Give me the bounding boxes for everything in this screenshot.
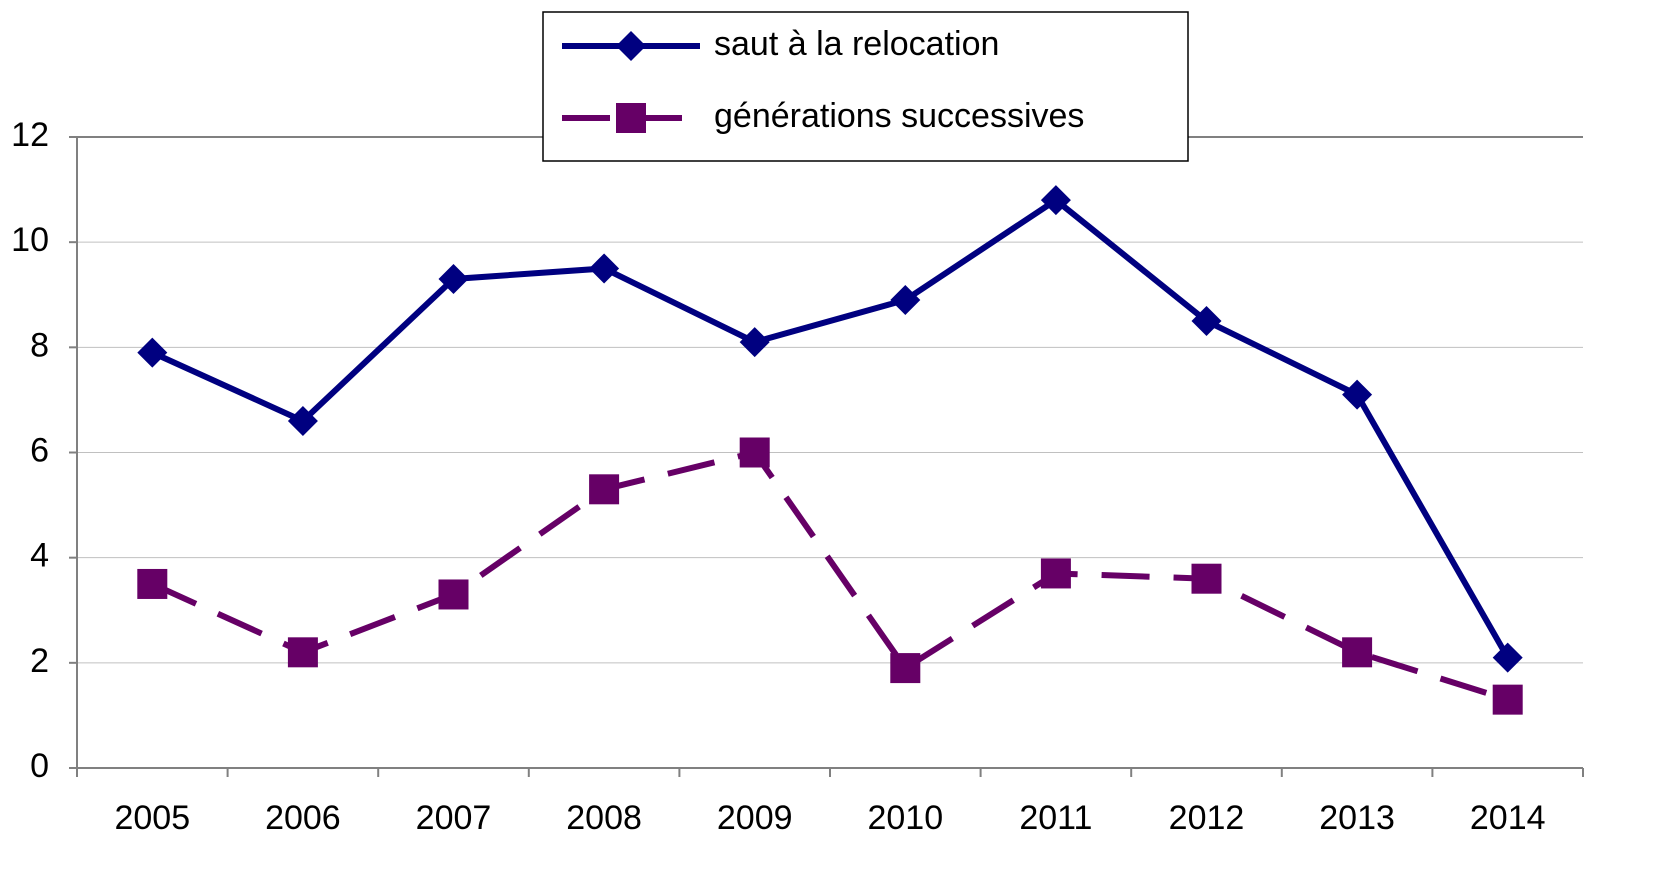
legend: saut à la relocation générations successi… <box>542 11 1189 162</box>
legend-marker <box>616 103 646 133</box>
x-tick-label: 2010 <box>867 799 943 837</box>
point <box>1342 637 1373 668</box>
y-tick-label: 6 <box>30 431 49 469</box>
point <box>438 263 469 294</box>
y-tick-label: 2 <box>30 642 49 680</box>
series-line <box>151 196 1511 660</box>
x-tick-label: 2013 <box>1319 799 1395 837</box>
point <box>287 405 318 436</box>
point <box>1040 558 1071 589</box>
x-tick-label: 2006 <box>265 799 341 837</box>
legend-box <box>542 11 1189 162</box>
legend-label: saut à la relocation <box>714 25 999 63</box>
x-tick-label: 2007 <box>416 799 492 837</box>
point <box>1191 306 1222 337</box>
point <box>287 637 318 668</box>
y-tick-label: 8 <box>30 326 49 364</box>
point <box>137 337 168 368</box>
x-tick-label: 2009 <box>717 799 793 837</box>
y-tick-label: 0 <box>30 747 49 785</box>
x-tick-label: 2012 <box>1169 799 1245 837</box>
y-tick-label: 12 <box>11 116 49 154</box>
legend-marker <box>616 31 646 61</box>
point <box>890 653 921 684</box>
y-tick-label: 4 <box>30 537 49 575</box>
point <box>137 568 168 599</box>
point <box>438 579 469 610</box>
x-tick-label: 2005 <box>114 799 190 837</box>
point <box>1191 563 1222 594</box>
point <box>739 327 770 358</box>
point <box>589 253 620 284</box>
point <box>1492 642 1523 673</box>
point <box>589 474 620 505</box>
point <box>1342 379 1373 410</box>
legend-label: générations successives <box>714 97 1084 135</box>
point <box>890 285 921 316</box>
y-tick-label: 10 <box>11 221 49 259</box>
point <box>739 437 770 468</box>
x-tick-label: 2008 <box>566 799 642 837</box>
series-line <box>151 449 1509 703</box>
x-tick-label: 2011 <box>1019 799 1092 837</box>
x-tick-label: 2014 <box>1470 799 1546 837</box>
point <box>1040 185 1071 216</box>
point <box>1492 684 1523 715</box>
